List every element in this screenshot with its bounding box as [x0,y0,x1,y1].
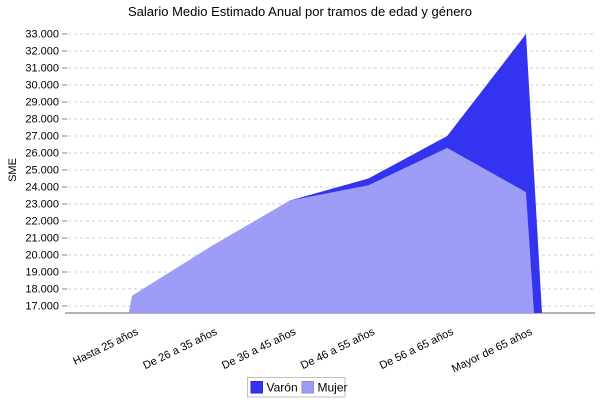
y-tick-label: 23.000 [25,199,59,211]
y-tick-label: 26.000 [25,148,59,160]
y-tick-label: 21.000 [25,233,59,245]
chart-title: Salario Medio Estimado Anual por tramos … [128,4,472,19]
y-tick-label: 31.000 [25,63,59,75]
y-tick-label: 32.000 [25,46,59,58]
y-tick-label: 29.000 [25,97,59,109]
y-tick-label: 17.000 [25,301,59,313]
legend-swatch-varon [250,381,263,394]
y-axis-title: SME [7,158,19,182]
legend-label-mujer: Mujer [318,381,348,395]
y-tick-label: 22.000 [25,216,59,228]
y-tick-label: 24.000 [25,182,59,194]
legend-swatch-mujer [301,381,314,394]
legend-box [247,377,346,398]
area-mujer [129,147,534,313]
y-tick-label: 30.000 [25,80,59,92]
legend-label-varon: Varón [267,381,298,395]
y-tick-label: 33.000 [25,29,59,41]
y-tick-label: 28.000 [25,114,59,126]
y-tick-label: 20.000 [25,250,59,262]
y-tick-label: 25.000 [25,165,59,177]
y-tick-label: 27.000 [25,131,59,143]
y-tick-label: 19.000 [25,267,59,279]
y-tick-label: 18.000 [25,284,59,296]
